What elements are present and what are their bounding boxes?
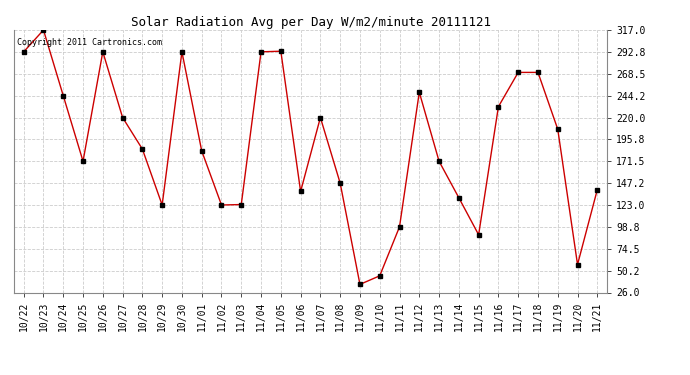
Text: Copyright 2011 Cartronics.com: Copyright 2011 Cartronics.com — [17, 38, 161, 47]
Title: Solar Radiation Avg per Day W/m2/minute 20111121: Solar Radiation Avg per Day W/m2/minute … — [130, 16, 491, 29]
